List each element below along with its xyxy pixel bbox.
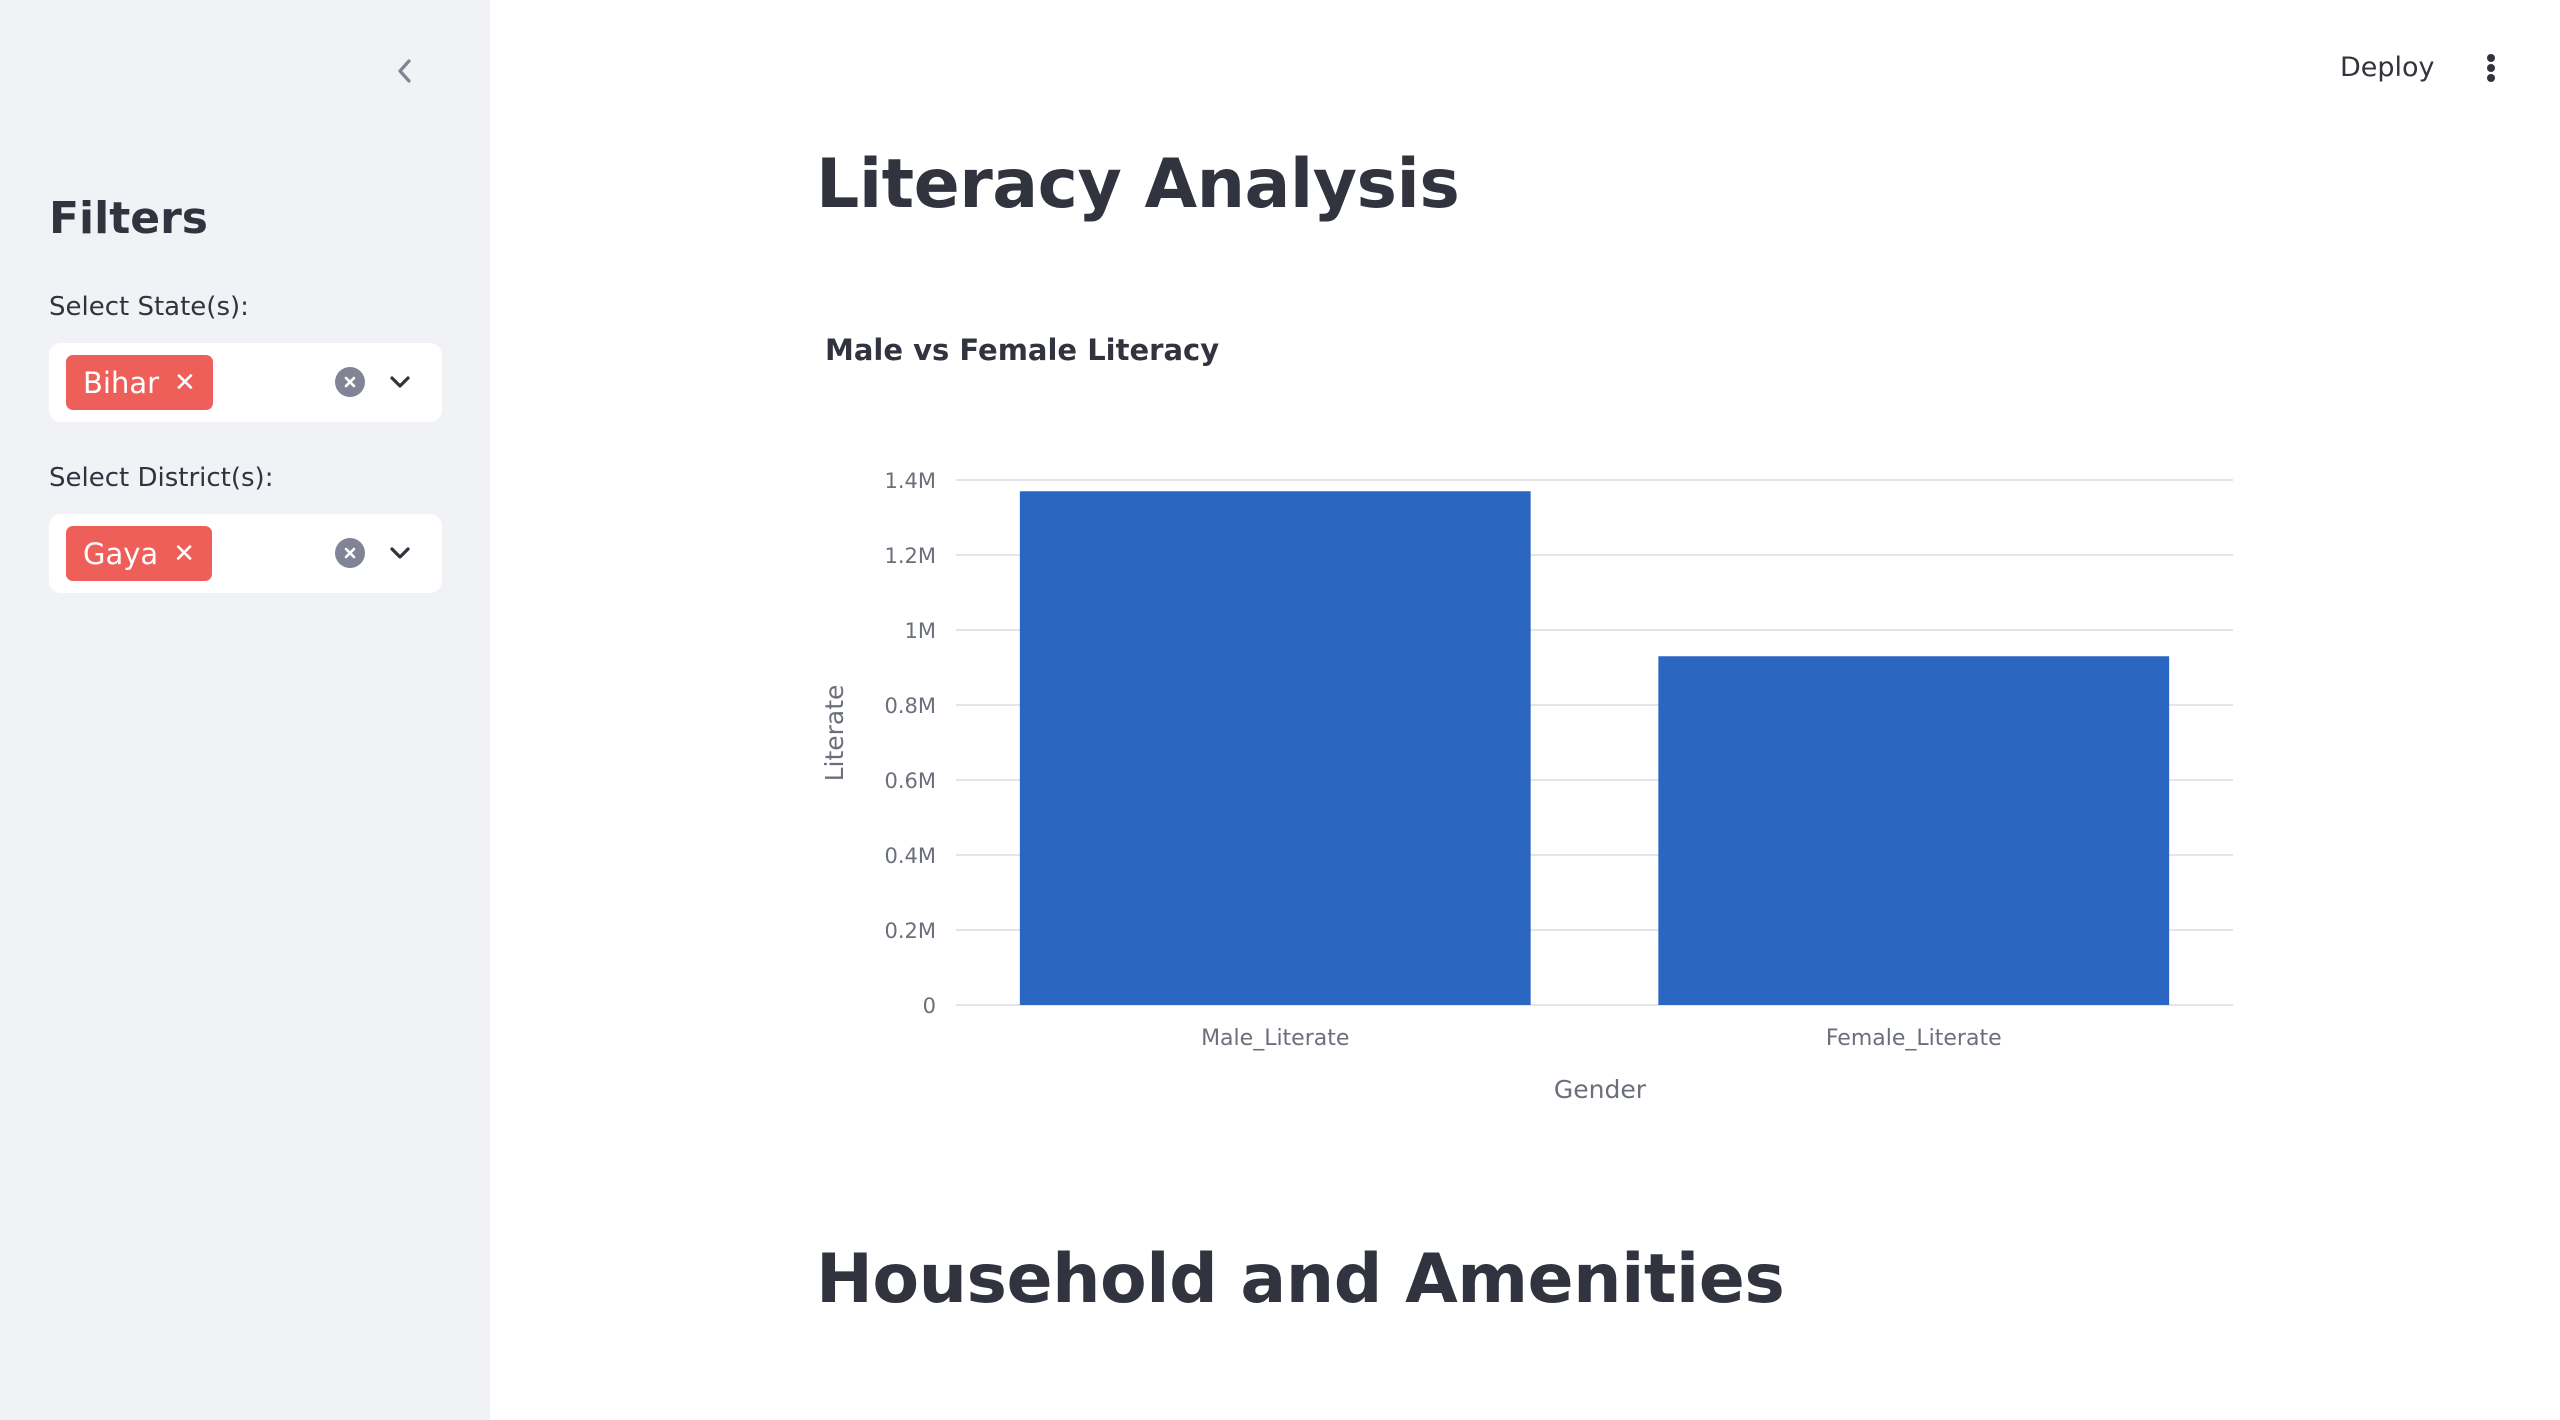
y-tick-label: 0.8M [884,694,936,718]
x-tick-label: Female_Literate [1826,1026,2002,1051]
district-tag: Gaya ✕ [66,526,212,581]
y-axis-label: Literate [820,685,849,782]
clear-all-button[interactable] [335,367,365,397]
dropdown-toggle[interactable] [385,538,415,568]
clear-icon [344,547,356,559]
chevron-left-icon [398,59,411,83]
remove-tag-icon[interactable]: ✕ [174,367,196,398]
chevron-down-icon [390,376,410,388]
state-filter-label: Select State(s): [49,292,249,322]
district-filter-label: Select District(s): [49,463,274,493]
y-tick-label: 0.2M [884,919,936,943]
y-tick-label: 0.6M [884,769,936,793]
bar-male-literate[interactable] [1019,491,1531,1005]
chevron-down-icon [390,547,410,559]
x-tick-label: Male_Literate [1201,1026,1349,1051]
district-tag-label: Gaya [83,536,159,571]
y-tick-label: 1.4M [884,469,936,493]
menu-dot-icon [2487,64,2495,72]
y-tick-label: 1.2M [884,544,936,568]
clear-all-button[interactable] [335,538,365,568]
page-title: Literacy Analysis [816,145,1460,224]
chart-title: Male vs Female Literacy [825,333,1220,367]
dropdown-toggle[interactable] [385,367,415,397]
sidebar-title: Filters [49,193,208,244]
state-tag-label: Bihar [83,365,160,400]
bar-female-literate[interactable] [1658,656,2170,1005]
y-tick-label: 0 [923,994,936,1018]
deploy-button[interactable]: Deploy [2340,52,2435,83]
literacy-bar-chart: 0 0.2M 0.4M 0.6M 0.8M 1M 1.2M 1.4M Male_Literat… [820,469,2233,1104]
sidebar: Filters Select State(s): Bihar ✕ Select … [0,0,490,1420]
y-tick-label: 0.4M [884,844,936,868]
state-tag: Bihar ✕ [66,355,213,410]
collapse-sidebar-button[interactable] [388,54,422,88]
section-title: Household and Amenities [816,1240,1785,1319]
menu-dot-icon [2487,54,2495,62]
state-multiselect[interactable]: Bihar ✕ [49,343,442,422]
y-tick-label: 1M [905,619,936,643]
district-multiselect[interactable]: Gaya ✕ [49,514,442,593]
remove-tag-icon[interactable]: ✕ [173,538,195,569]
menu-dot-icon [2487,74,2495,82]
x-axis-label: Gender [1554,1075,1647,1104]
main-menu-button[interactable] [2478,50,2504,86]
clear-icon [344,376,356,388]
